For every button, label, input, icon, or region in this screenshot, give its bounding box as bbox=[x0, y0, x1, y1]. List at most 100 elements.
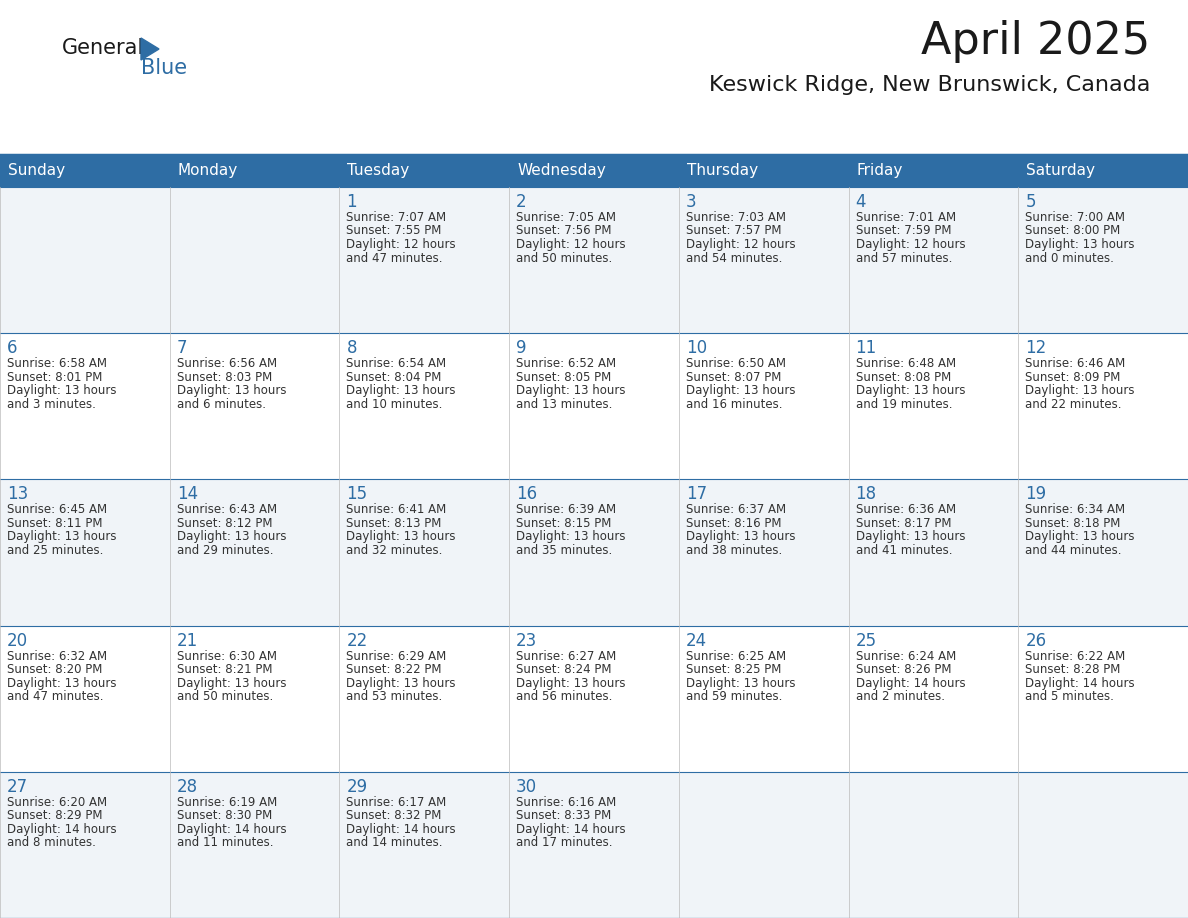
Text: 24: 24 bbox=[685, 632, 707, 650]
Text: Daylight: 14 hours: Daylight: 14 hours bbox=[1025, 677, 1135, 689]
Bar bbox=[678, 772, 848, 918]
Text: Sunset: 8:24 PM: Sunset: 8:24 PM bbox=[516, 663, 612, 676]
Text: 7: 7 bbox=[177, 339, 188, 357]
Text: Sunset: 8:21 PM: Sunset: 8:21 PM bbox=[177, 663, 272, 676]
Text: and 5 minutes.: and 5 minutes. bbox=[1025, 690, 1114, 703]
Text: Sunset: 8:04 PM: Sunset: 8:04 PM bbox=[347, 371, 442, 384]
Text: 15: 15 bbox=[347, 486, 367, 503]
Text: and 6 minutes.: and 6 minutes. bbox=[177, 397, 266, 410]
Bar bbox=[0, 772, 170, 918]
Text: Daylight: 12 hours: Daylight: 12 hours bbox=[855, 238, 965, 251]
Text: Sunrise: 6:17 AM: Sunrise: 6:17 AM bbox=[347, 796, 447, 809]
Text: Daylight: 12 hours: Daylight: 12 hours bbox=[347, 238, 456, 251]
Text: Sunrise: 6:27 AM: Sunrise: 6:27 AM bbox=[516, 650, 617, 663]
Text: Sunset: 8:03 PM: Sunset: 8:03 PM bbox=[177, 371, 272, 384]
Text: April 2025: April 2025 bbox=[921, 20, 1150, 63]
Text: Sunset: 8:29 PM: Sunset: 8:29 PM bbox=[7, 810, 102, 823]
Text: and 25 minutes.: and 25 minutes. bbox=[7, 543, 103, 557]
Text: Daylight: 14 hours: Daylight: 14 hours bbox=[855, 677, 965, 689]
Text: 21: 21 bbox=[177, 632, 198, 650]
Bar bbox=[1018, 625, 1188, 772]
Text: 23: 23 bbox=[516, 632, 537, 650]
Text: and 3 minutes.: and 3 minutes. bbox=[7, 397, 96, 410]
Text: Daylight: 13 hours: Daylight: 13 hours bbox=[685, 677, 795, 689]
Bar bbox=[510, 155, 678, 187]
Bar bbox=[340, 479, 510, 625]
Text: Sunset: 8:33 PM: Sunset: 8:33 PM bbox=[516, 810, 612, 823]
Text: Daylight: 14 hours: Daylight: 14 hours bbox=[177, 823, 286, 835]
Text: Daylight: 13 hours: Daylight: 13 hours bbox=[7, 677, 116, 689]
Bar bbox=[0, 333, 170, 479]
Text: 3: 3 bbox=[685, 193, 696, 211]
Bar bbox=[170, 187, 340, 333]
Text: Sunrise: 6:30 AM: Sunrise: 6:30 AM bbox=[177, 650, 277, 663]
Text: Sunset: 8:08 PM: Sunset: 8:08 PM bbox=[855, 371, 950, 384]
Text: Sunrise: 6:52 AM: Sunrise: 6:52 AM bbox=[516, 357, 617, 370]
Text: Daylight: 13 hours: Daylight: 13 hours bbox=[516, 531, 626, 543]
Text: Sunrise: 7:03 AM: Sunrise: 7:03 AM bbox=[685, 211, 785, 224]
Text: and 35 minutes.: and 35 minutes. bbox=[516, 543, 612, 557]
Bar bbox=[1018, 772, 1188, 918]
Bar bbox=[170, 625, 340, 772]
Text: General: General bbox=[62, 38, 144, 58]
Text: Sunset: 8:32 PM: Sunset: 8:32 PM bbox=[347, 810, 442, 823]
Text: Sunrise: 6:22 AM: Sunrise: 6:22 AM bbox=[1025, 650, 1125, 663]
Text: Sunrise: 7:05 AM: Sunrise: 7:05 AM bbox=[516, 211, 617, 224]
Bar bbox=[1018, 333, 1188, 479]
Bar bbox=[848, 333, 1018, 479]
Text: and 16 minutes.: and 16 minutes. bbox=[685, 397, 783, 410]
Text: Monday: Monday bbox=[178, 163, 238, 178]
Text: Sunrise: 6:41 AM: Sunrise: 6:41 AM bbox=[347, 503, 447, 517]
Bar bbox=[340, 625, 510, 772]
Text: Sunrise: 6:37 AM: Sunrise: 6:37 AM bbox=[685, 503, 786, 517]
Bar bbox=[678, 625, 848, 772]
Text: and 41 minutes.: and 41 minutes. bbox=[855, 543, 952, 557]
Bar bbox=[340, 333, 510, 479]
Text: 5: 5 bbox=[1025, 193, 1036, 211]
Text: and 32 minutes.: and 32 minutes. bbox=[347, 543, 443, 557]
Bar bbox=[340, 155, 510, 187]
Text: Sunrise: 6:24 AM: Sunrise: 6:24 AM bbox=[855, 650, 956, 663]
Text: and 50 minutes.: and 50 minutes. bbox=[177, 690, 273, 703]
Text: Daylight: 13 hours: Daylight: 13 hours bbox=[7, 531, 116, 543]
Text: Sunrise: 7:01 AM: Sunrise: 7:01 AM bbox=[855, 211, 955, 224]
Text: Sunrise: 6:29 AM: Sunrise: 6:29 AM bbox=[347, 650, 447, 663]
Text: 22: 22 bbox=[347, 632, 367, 650]
Text: and 11 minutes.: and 11 minutes. bbox=[177, 836, 273, 849]
Text: Daylight: 13 hours: Daylight: 13 hours bbox=[855, 385, 965, 397]
Bar bbox=[848, 625, 1018, 772]
Text: and 54 minutes.: and 54 minutes. bbox=[685, 252, 782, 264]
Text: Sunrise: 6:16 AM: Sunrise: 6:16 AM bbox=[516, 796, 617, 809]
Text: 25: 25 bbox=[855, 632, 877, 650]
Bar bbox=[848, 187, 1018, 333]
Bar bbox=[678, 333, 848, 479]
Text: Daylight: 14 hours: Daylight: 14 hours bbox=[7, 823, 116, 835]
Text: Sunset: 8:12 PM: Sunset: 8:12 PM bbox=[177, 517, 272, 530]
Text: Sunday: Sunday bbox=[8, 163, 65, 178]
Text: 19: 19 bbox=[1025, 486, 1047, 503]
Text: Sunset: 7:57 PM: Sunset: 7:57 PM bbox=[685, 225, 782, 238]
Text: Sunrise: 6:46 AM: Sunrise: 6:46 AM bbox=[1025, 357, 1125, 370]
Bar bbox=[170, 772, 340, 918]
Text: Sunrise: 6:56 AM: Sunrise: 6:56 AM bbox=[177, 357, 277, 370]
Text: Sunset: 8:00 PM: Sunset: 8:00 PM bbox=[1025, 225, 1120, 238]
Text: Sunset: 7:56 PM: Sunset: 7:56 PM bbox=[516, 225, 612, 238]
Text: 13: 13 bbox=[7, 486, 29, 503]
Text: Sunrise: 6:50 AM: Sunrise: 6:50 AM bbox=[685, 357, 785, 370]
Text: 28: 28 bbox=[177, 778, 198, 796]
Text: Sunrise: 7:00 AM: Sunrise: 7:00 AM bbox=[1025, 211, 1125, 224]
Text: 16: 16 bbox=[516, 486, 537, 503]
Text: Daylight: 13 hours: Daylight: 13 hours bbox=[685, 531, 795, 543]
Text: 30: 30 bbox=[516, 778, 537, 796]
Bar bbox=[510, 187, 678, 333]
Text: Friday: Friday bbox=[857, 163, 903, 178]
Text: and 17 minutes.: and 17 minutes. bbox=[516, 836, 613, 849]
Text: 29: 29 bbox=[347, 778, 367, 796]
Text: Tuesday: Tuesday bbox=[347, 163, 410, 178]
Bar bbox=[1018, 479, 1188, 625]
Text: 6: 6 bbox=[7, 339, 18, 357]
Text: and 19 minutes.: and 19 minutes. bbox=[855, 397, 952, 410]
Text: Sunrise: 6:19 AM: Sunrise: 6:19 AM bbox=[177, 796, 277, 809]
Text: and 47 minutes.: and 47 minutes. bbox=[7, 690, 103, 703]
Text: and 47 minutes.: and 47 minutes. bbox=[347, 252, 443, 264]
